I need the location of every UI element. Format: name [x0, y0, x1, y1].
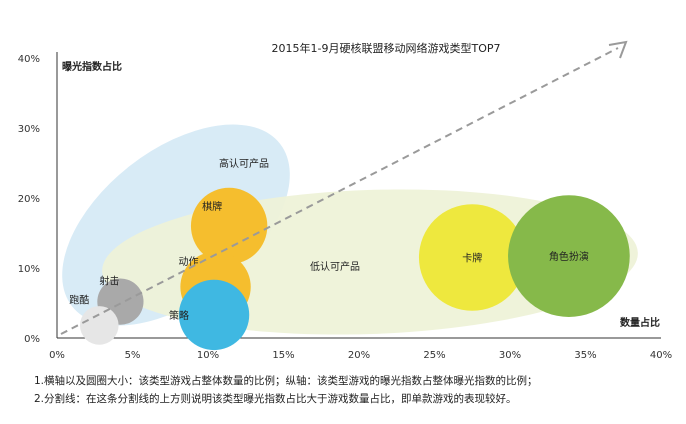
trendline	[60, 47, 619, 335]
x-tick-label: 25%	[423, 350, 445, 361]
x-tick-label: 5%	[125, 350, 141, 361]
bubble-0	[79, 306, 119, 345]
note-2: 2.分割线：在这条分割线的上方则说明该类型曝光指数占比大于游戏数量占比，即单款游…	[34, 393, 517, 405]
note-1: 1.横轴以及圆圈大小：该类型游戏占整体数量的比例；纵轴：该类型游戏的曝光指数占整…	[34, 375, 538, 387]
x-tick-label: 20%	[348, 350, 370, 361]
x-tick-label: 15%	[272, 350, 294, 361]
bubble-label-4: 棋牌	[202, 200, 222, 213]
bubble-2	[178, 279, 250, 351]
bubble-6	[508, 195, 630, 317]
x-tick-label: 35%	[574, 350, 596, 361]
y-tick-label: 20%	[18, 194, 40, 205]
bubble-label-0: 跑酷	[69, 293, 89, 306]
x-tick-label: 30%	[499, 350, 521, 361]
x-tick-label: 40%	[650, 350, 672, 361]
bubble-5	[418, 204, 526, 311]
bubble-label-6: 角色扮演	[549, 250, 589, 263]
chart-title: 2015年1-9月硬核联盟移动网络游戏类型TOP7	[272, 41, 501, 55]
y-tick-label: 40%	[18, 54, 40, 65]
y-tick-label: 10%	[18, 264, 40, 275]
bubble-label-5: 卡牌	[462, 252, 482, 265]
x-tick-label: 0%	[49, 350, 65, 361]
trendline-arrow	[608, 40, 628, 59]
bubble-4	[190, 187, 268, 265]
y-tick-label: 0%	[24, 334, 40, 345]
y-axis-label: 曝光指数占比	[62, 60, 122, 73]
chart-notes: 1.横轴以及圆圈大小：该类型游戏占整体数量的比例；纵轴：该类型游戏的曝光指数占整…	[34, 372, 538, 408]
y-tick-label: 30%	[18, 124, 40, 135]
bubble-label-3: 动作	[179, 256, 199, 268]
x-axis-label: 数量占比	[620, 316, 660, 329]
bubble-label-2: 策略	[169, 309, 189, 322]
bubble-label-1: 射击	[99, 276, 119, 288]
region-label-high: 高认可产品	[219, 157, 269, 170]
region-label-low: 低认可产品	[310, 260, 360, 273]
x-tick-label: 10%	[197, 350, 219, 361]
